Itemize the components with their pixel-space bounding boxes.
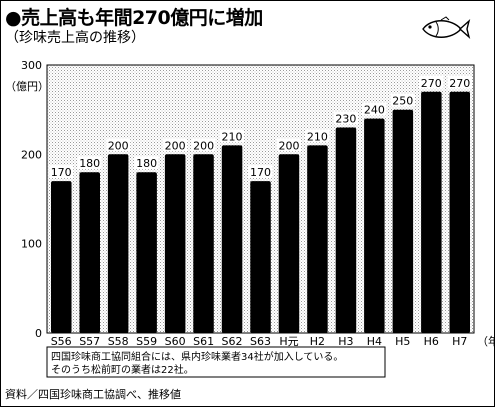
value-label-S61: 200 — [193, 139, 214, 152]
value-label-bg — [277, 138, 301, 152]
bar-S60 — [164, 154, 186, 333]
bar-S63 — [250, 181, 271, 333]
page-title: ●売上高も年間270億円に増加 — [5, 7, 263, 29]
value-label-H6: 270 — [421, 77, 442, 90]
value-label-H2: 210 — [307, 130, 328, 143]
y-tick-0: 0 — [35, 327, 42, 340]
x-tick-S62: S62 — [222, 335, 243, 348]
note-line-2: そのうち松前町の業者は22社。 — [51, 363, 194, 376]
x-axis: （年） S56 S57 S58 S59 S60 S61 S62 S63 H元 H2 H3 H4 H5 H6… — [51, 334, 494, 348]
value-label-S60: 200 — [165, 139, 186, 152]
x-axis-unit: （年） — [477, 334, 494, 348]
value-label-S56: 170 — [51, 166, 72, 179]
x-tick-H元: H元 — [279, 335, 298, 348]
y-axis: （億円） — [5, 80, 49, 93]
value-label-bg — [362, 102, 387, 116]
bar-S59 — [136, 172, 157, 333]
y-tick-200: 200 — [21, 148, 42, 161]
x-tick-S61: S61 — [193, 335, 214, 348]
x-tick-S58: S58 — [108, 335, 129, 348]
value-label-bg — [220, 129, 244, 143]
x-tick-S60: S60 — [165, 335, 186, 348]
y-tick-100: 100 — [21, 238, 42, 251]
y-tick-labels: 0 100 200 300 — [21, 59, 42, 340]
value-label-S57: 180 — [79, 157, 100, 170]
bar-S62 — [221, 145, 243, 333]
x-tick-S56: S56 — [51, 335, 72, 348]
value-labels: 170 180 200 180 200 200 210 170 200 210 230 240 250 2… — [49, 75, 472, 179]
x-tick-H7: H7 — [452, 335, 467, 348]
value-label-bg — [134, 156, 159, 170]
bar-S56 — [51, 181, 72, 333]
note-box — [46, 346, 386, 378]
value-label-bg — [163, 138, 188, 152]
value-label-bg — [305, 129, 330, 143]
value-label-bg — [191, 138, 216, 152]
x-tick-H2: H2 — [310, 335, 325, 348]
value-label-bg — [248, 165, 273, 179]
value-label-bg — [419, 75, 444, 89]
chart-subtitle: （珍味売上高の推移） — [5, 30, 145, 46]
value-label-H4: 240 — [364, 104, 385, 117]
y-axis-unit: （億円） — [5, 80, 49, 93]
value-label-H3: 230 — [335, 113, 356, 126]
x-tick-S57: S57 — [79, 335, 100, 348]
bar-S57 — [79, 172, 100, 333]
value-label-bg — [77, 156, 102, 170]
bar-H6 — [421, 91, 442, 333]
value-label-H元: 200 — [279, 139, 300, 152]
value-label-bg — [447, 75, 472, 89]
value-label-H7: 270 — [449, 77, 470, 90]
bar-H3 — [335, 127, 357, 333]
x-tick-S59: S59 — [136, 335, 157, 348]
bar-H2 — [307, 145, 328, 333]
value-label-S59: 180 — [136, 157, 157, 170]
bar-S61 — [193, 154, 214, 333]
value-label-bg — [106, 138, 131, 152]
value-label-S62: 210 — [222, 130, 243, 143]
value-label-S58: 200 — [108, 139, 129, 152]
x-tick-S63: S63 — [250, 335, 271, 348]
source-note: 資料／四国珍味商工協調べ、推移値 — [5, 388, 181, 401]
x-tick-H3: H3 — [338, 335, 353, 348]
value-label-bg — [49, 165, 74, 179]
bar-H4 — [364, 118, 385, 333]
note-line-1: 四国珍味商工協同組合には、県内珍味業者34社が加入している。 — [51, 350, 343, 363]
bar-S58 — [107, 154, 129, 333]
bar-H7 — [449, 91, 470, 333]
x-tick-H5: H5 — [395, 335, 410, 348]
x-tick-H6: H6 — [424, 335, 439, 348]
y-tick-300: 300 — [21, 59, 42, 72]
bar-H元 — [278, 154, 300, 333]
fish-icon — [422, 16, 471, 40]
bar-series — [51, 91, 470, 333]
x-tick-H4: H4 — [367, 335, 382, 348]
value-label-bg — [390, 93, 415, 107]
value-label-bg — [333, 111, 358, 125]
bar-H5 — [392, 109, 414, 333]
value-label-S63: 170 — [250, 166, 271, 179]
value-label-H5: 250 — [392, 95, 413, 108]
